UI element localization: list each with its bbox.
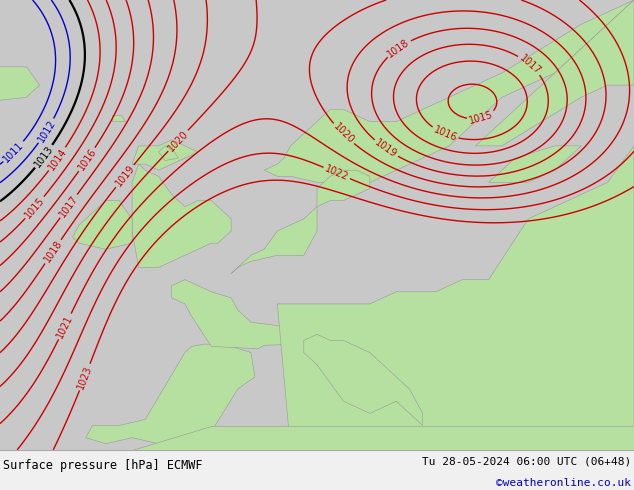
Polygon shape: [489, 146, 581, 182]
Polygon shape: [317, 170, 370, 207]
Text: 1015: 1015: [23, 195, 46, 220]
Text: 1019: 1019: [373, 138, 399, 160]
Text: 1023: 1023: [75, 364, 94, 391]
Text: Tu 28-05-2024 06:00 UTC (06+48): Tu 28-05-2024 06:00 UTC (06+48): [422, 456, 631, 466]
Text: ©weatheronline.co.uk: ©weatheronline.co.uk: [496, 478, 631, 488]
Text: 1020: 1020: [166, 128, 190, 153]
Text: 1022: 1022: [323, 164, 350, 182]
Polygon shape: [86, 344, 255, 444]
Polygon shape: [132, 164, 231, 268]
Text: 1019: 1019: [113, 163, 136, 189]
Text: 1013: 1013: [32, 144, 55, 169]
Polygon shape: [278, 146, 634, 450]
Text: 1018: 1018: [42, 239, 64, 265]
Text: 1012: 1012: [36, 118, 57, 144]
Polygon shape: [172, 280, 311, 349]
Text: 1021: 1021: [55, 313, 75, 340]
Polygon shape: [73, 200, 132, 249]
Polygon shape: [132, 425, 634, 450]
Text: 1015: 1015: [468, 110, 495, 126]
Polygon shape: [264, 0, 634, 182]
Text: 1017: 1017: [58, 193, 80, 219]
Text: Surface pressure [hPa] ECMWF: Surface pressure [hPa] ECMWF: [3, 460, 203, 472]
Text: 1016: 1016: [76, 147, 98, 172]
Text: 1011: 1011: [2, 140, 26, 164]
Polygon shape: [158, 146, 178, 161]
Text: 1020: 1020: [331, 122, 356, 146]
Polygon shape: [112, 116, 126, 122]
Text: 1014: 1014: [46, 146, 68, 172]
Text: 1016: 1016: [432, 124, 458, 143]
Text: 1017: 1017: [517, 53, 543, 76]
Polygon shape: [132, 140, 198, 170]
Polygon shape: [476, 0, 634, 146]
Polygon shape: [231, 207, 317, 273]
Text: 1018: 1018: [385, 37, 411, 59]
Polygon shape: [0, 67, 39, 109]
Polygon shape: [304, 334, 423, 425]
